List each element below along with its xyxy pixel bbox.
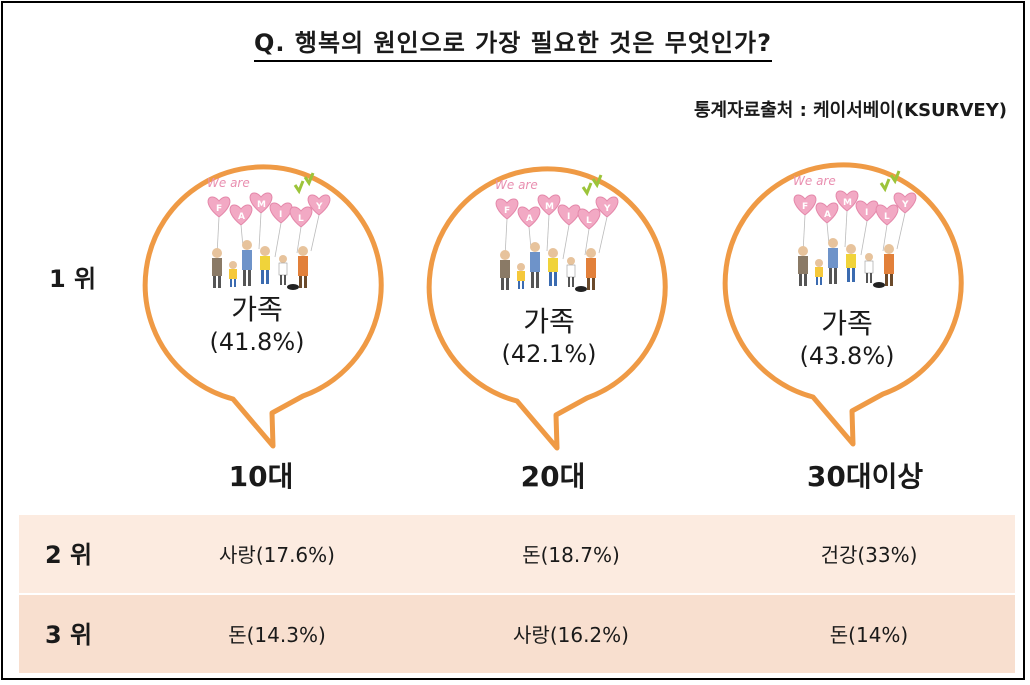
we-are-text: We are (495, 178, 538, 192)
heart-letter: M (257, 200, 266, 210)
age-label-30s: 30대이상 (806, 460, 924, 493)
heart-letter: L (298, 214, 304, 224)
rank-3-row: 3 위 돈(14.3%) 사랑(16.2%) 돈(14%) (19, 595, 1015, 673)
bubble-text-10s: 가족 (41.8%) (177, 293, 337, 357)
heart-letter: A (824, 210, 831, 220)
percent-label: (42.1%) (501, 340, 597, 368)
age-label-10s: 10대 (228, 460, 294, 493)
speech-bubble-10s (142, 164, 384, 449)
family-illustration: We are F A M I L Y (793, 170, 917, 288)
speech-bubble-20s (426, 166, 668, 451)
heart-letter: I (279, 210, 282, 220)
heart-letter: I (865, 208, 868, 218)
bubble-text-30s: 가족 (43.8%) (767, 307, 927, 371)
percent-label: (43.8%) (799, 342, 895, 370)
heart-letter: Y (901, 200, 909, 210)
heart-letter: A (238, 212, 245, 222)
title-text: Q. 행복의 원인으로 가장 필요한 것은 무엇인가? (253, 29, 772, 62)
heart-letter: L (586, 216, 592, 226)
heart-letter: Y (603, 204, 611, 214)
heart-letter: L (884, 212, 890, 222)
rank-3-label: 3 위 (45, 621, 93, 649)
heart-letter: A (526, 214, 533, 224)
rank-2-cell-10s: 사랑(17.6%) (219, 543, 335, 567)
category-label: 가족 (821, 307, 873, 340)
source-note: 통계자료출처 : 케이서베이(KSURVEY) (694, 100, 1007, 121)
category-label: 가족 (231, 293, 283, 326)
rank-3-cell-30s: 돈(14%) (829, 623, 909, 647)
heart-letter: Y (315, 202, 323, 212)
heart-letter: F (504, 206, 510, 216)
heart-letter: M (545, 202, 554, 212)
we-are-text: We are (207, 176, 250, 190)
bubble-text-20s: 가족 (42.1%) (469, 305, 629, 369)
rank-1-label: 1 위 (49, 265, 97, 293)
rank-2-cell-30s: 건강(33%) (820, 543, 918, 567)
age-label-20s: 20대 (520, 460, 586, 493)
family-illustration: We are F A M I L Y (495, 174, 619, 292)
percent-label: (41.8%) (209, 328, 305, 356)
rank-2-label: 2 위 (45, 541, 93, 569)
page-title: Q. 행복의 원인으로 가장 필요한 것은 무엇인가? (3, 23, 1023, 62)
speech-bubble-30s (722, 162, 964, 447)
rank-2-cell-20s: 돈(18.7%) (522, 543, 620, 567)
rank-2-row: 2 위 사랑(17.6%) 돈(18.7%) 건강(33%) (19, 515, 1015, 593)
category-label: 가족 (523, 305, 575, 338)
rank-3-cell-20s: 사랑(16.2%) (513, 623, 629, 647)
we-are-text: We are (793, 174, 836, 188)
rank-3-cell-10s: 돈(14.3%) (228, 623, 326, 647)
heart-letter: F (216, 204, 222, 214)
family-illustration: We are F A M I L Y (207, 172, 331, 290)
heart-letter: F (802, 202, 808, 212)
heart-letter: M (843, 198, 852, 208)
heart-letter: I (567, 212, 570, 222)
